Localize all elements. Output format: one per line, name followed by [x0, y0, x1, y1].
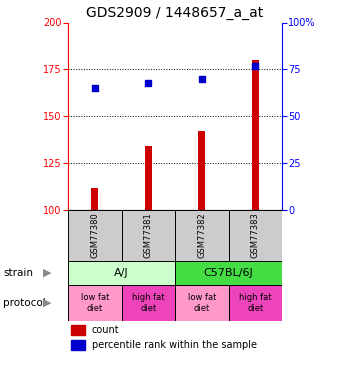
FancyBboxPatch shape	[175, 285, 229, 321]
FancyBboxPatch shape	[68, 285, 122, 321]
FancyBboxPatch shape	[122, 210, 175, 261]
FancyBboxPatch shape	[229, 210, 282, 261]
Text: strain: strain	[3, 268, 33, 278]
FancyBboxPatch shape	[68, 210, 122, 261]
Bar	[91, 188, 98, 210]
Bar	[252, 60, 259, 210]
Point	[146, 80, 151, 86]
Text: C57BL/6J: C57BL/6J	[204, 268, 254, 278]
Bar	[199, 131, 205, 210]
Text: high fat
diet: high fat diet	[132, 293, 165, 312]
Text: GSM77380: GSM77380	[90, 212, 99, 258]
Text: low fat
diet: low fat diet	[81, 293, 109, 312]
Bar	[71, 325, 85, 335]
FancyBboxPatch shape	[175, 210, 229, 261]
Text: GSM77383: GSM77383	[251, 212, 260, 258]
Text: count: count	[92, 324, 119, 334]
FancyBboxPatch shape	[175, 261, 282, 285]
Text: GSM77381: GSM77381	[144, 212, 153, 258]
Text: GSM77382: GSM77382	[198, 212, 206, 258]
Point	[253, 63, 258, 69]
FancyBboxPatch shape	[122, 285, 175, 321]
Text: percentile rank within the sample: percentile rank within the sample	[92, 340, 257, 350]
Bar	[145, 146, 152, 210]
Title: GDS2909 / 1448657_a_at: GDS2909 / 1448657_a_at	[86, 6, 264, 20]
Text: ▶: ▶	[42, 298, 51, 308]
FancyBboxPatch shape	[229, 285, 282, 321]
Text: A/J: A/J	[114, 268, 129, 278]
Point	[199, 76, 205, 82]
Text: protocol: protocol	[3, 298, 46, 308]
Text: low fat
diet: low fat diet	[188, 293, 216, 312]
FancyBboxPatch shape	[68, 261, 175, 285]
Bar	[71, 340, 85, 350]
Text: high fat
diet: high fat diet	[239, 293, 272, 312]
Point	[92, 85, 98, 91]
Text: ▶: ▶	[42, 268, 51, 278]
